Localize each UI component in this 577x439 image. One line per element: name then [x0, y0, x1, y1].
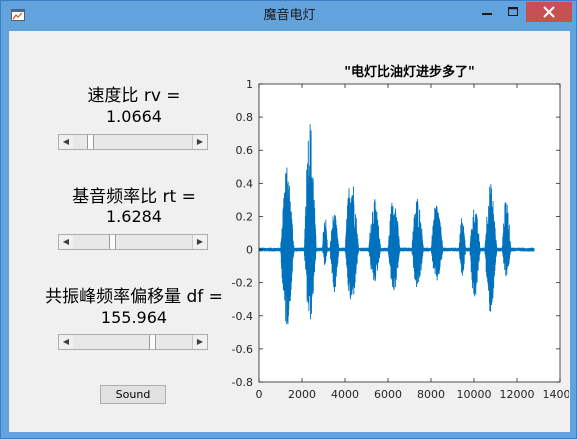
- y-tick-label: 0: [246, 244, 253, 257]
- maximize-icon[interactable]: [500, 2, 526, 22]
- slider-left-arrow-icon[interactable]: ◀: [59, 135, 74, 149]
- axes-box: [258, 83, 561, 383]
- slider-thumb[interactable]: [87, 135, 94, 149]
- rv-slider[interactable]: ◀ ▶: [58, 134, 208, 150]
- slider-right-arrow-icon[interactable]: ▶: [192, 135, 207, 149]
- x-tick-label: 10000: [457, 388, 492, 401]
- x-tick-label: 8000: [417, 388, 445, 401]
- y-tick-label: 1: [246, 78, 253, 91]
- slider-track[interactable]: [73, 235, 193, 249]
- df-value: 155.964: [100, 308, 168, 327]
- waveform-chart: 0 2000 4000 6000 8000 10000 12000 14000 1 0.8 0.6 0…: [232, 78, 570, 401]
- slider-right-arrow-icon[interactable]: ▶: [192, 335, 207, 349]
- x-tick-label: 6000: [374, 388, 402, 401]
- minimize-icon[interactable]: [474, 2, 500, 22]
- slider-thumb[interactable]: [109, 235, 116, 249]
- sound-button[interactable]: Sound: [100, 385, 166, 404]
- slider-thumb[interactable]: [149, 335, 156, 349]
- x-tick-label: 4000: [331, 388, 359, 401]
- df-slider[interactable]: ◀ ▶: [58, 334, 208, 350]
- waveform-series-line: [258, 124, 535, 325]
- slider-left-arrow-icon[interactable]: ◀: [59, 335, 74, 349]
- figure-client-area: 速度比 rv = 1.0664 ◀ ▶ 基音频率比 rt = 1.6284 ◀ …: [9, 31, 570, 432]
- slider-left-arrow-icon[interactable]: ◀: [59, 235, 74, 249]
- y-tick-label: -0.2: [232, 277, 253, 290]
- y-tick-label: 0.6: [236, 144, 254, 157]
- rt-label: 基音频率比 rt =: [72, 187, 196, 207]
- slider-right-arrow-icon[interactable]: ▶: [192, 235, 207, 249]
- y-tick-label: -0.4: [232, 310, 253, 323]
- x-tick-label: 14000: [543, 388, 570, 401]
- chart-title: "电灯比油灯进步多了": [344, 65, 475, 80]
- x-tick-label: 12000: [500, 388, 535, 401]
- y-tick-label: -0.8: [232, 376, 253, 389]
- rt-slider[interactable]: ◀ ▶: [58, 234, 208, 250]
- slider-track[interactable]: [73, 335, 193, 349]
- y-tick-label: -0.6: [232, 343, 253, 356]
- x-tick-label: 0: [256, 388, 263, 401]
- rv-value: 1.0664: [106, 107, 162, 126]
- close-icon[interactable]: [526, 2, 572, 22]
- y-tick-label: 0.8: [236, 111, 254, 124]
- slider-track[interactable]: [73, 135, 193, 149]
- window-title: 魔音电灯: [263, 8, 316, 23]
- df-label: 共振峰频率偏移量 df =: [45, 287, 223, 307]
- rt-value: 1.6284: [106, 207, 162, 226]
- rv-label: 速度比 rv =: [87, 86, 181, 106]
- title-bar[interactable]: 魔音电灯: [1, 1, 577, 31]
- x-tick-label: 2000: [288, 388, 316, 401]
- matlab-figure-icon: [11, 9, 25, 21]
- y-tick-label: 0.4: [236, 177, 254, 190]
- y-tick-label: 0.2: [236, 210, 254, 223]
- plot-area: [259, 84, 560, 382]
